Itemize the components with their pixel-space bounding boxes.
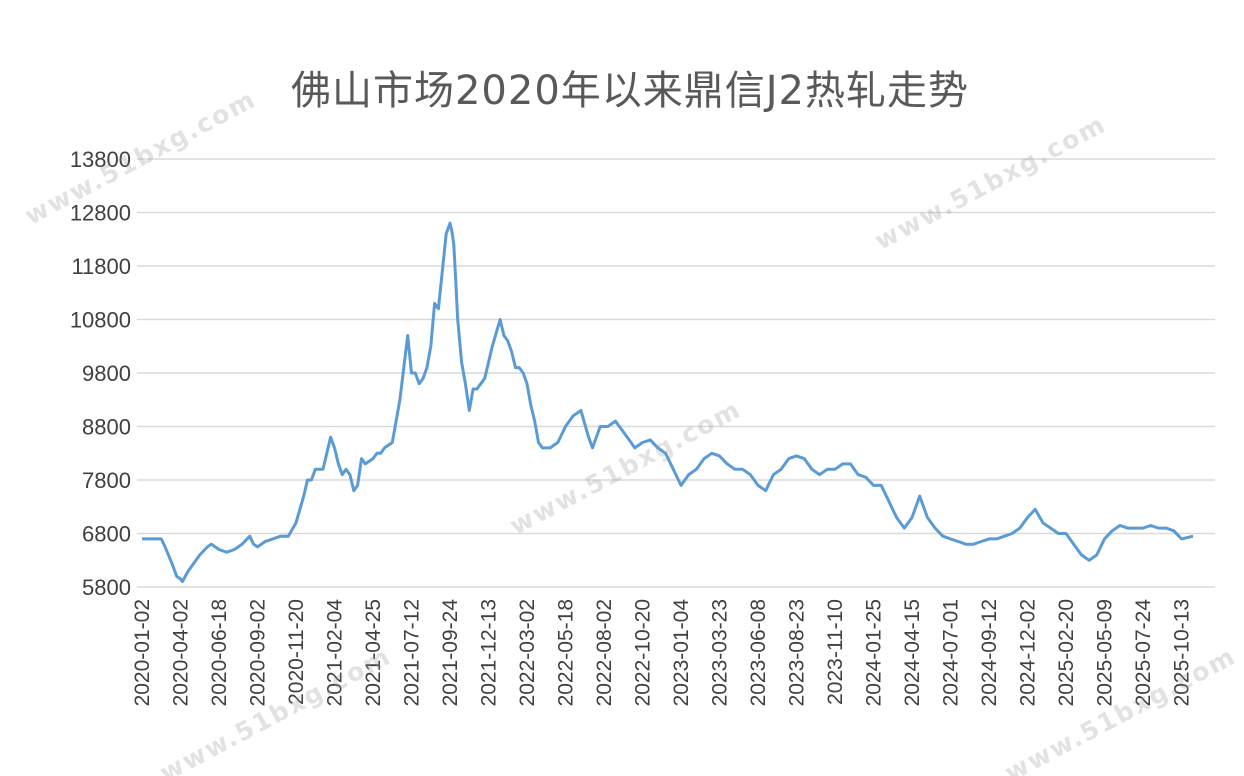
y-tick-label: 12800 xyxy=(70,201,131,226)
y-tick-label: 8800 xyxy=(82,415,131,440)
series-line xyxy=(142,221,1194,584)
y-tick-label: 5800 xyxy=(82,575,131,600)
x-tick-label: 2024-07-01 xyxy=(940,599,963,706)
x-tick-label: 2023-11-10 xyxy=(824,599,847,705)
x-tick-label: 2025-05-09 xyxy=(1094,599,1117,706)
x-tick-label: 2024-04-15 xyxy=(901,599,924,706)
x-tick-label: 2020-04-02 xyxy=(170,599,193,706)
x-tick-label: 2022-05-18 xyxy=(555,599,578,706)
x-tick-label: 2022-10-20 xyxy=(632,599,655,706)
x-tick-label: 2021-07-12 xyxy=(401,599,424,706)
y-tick-label: 6800 xyxy=(82,522,131,547)
y-tick-label: 11800 xyxy=(71,254,131,279)
x-tick-label: 2022-03-02 xyxy=(516,599,539,706)
x-tick-label: 2025-02-20 xyxy=(1055,599,1078,706)
x-tick-label: 2024-12-02 xyxy=(1017,599,1040,706)
x-tick-label: 2021-02-04 xyxy=(324,599,347,707)
x-tick-label: 2020-06-18 xyxy=(208,599,231,706)
x-tick-label: 2023-03-23 xyxy=(709,599,732,706)
x-tick-label: 2023-01-04 xyxy=(670,599,693,707)
x-tick-label: 2024-09-12 xyxy=(978,599,1001,706)
y-tick-label: 7800 xyxy=(82,468,131,493)
x-tick-label: 2021-12-13 xyxy=(478,599,501,706)
x-tick-label: 2024-01-25 xyxy=(863,599,886,706)
x-tick-label: 2022-08-02 xyxy=(593,599,616,706)
x-tick-label: 2023-06-08 xyxy=(747,599,770,706)
x-tick-label: 2025-07-24 xyxy=(1132,599,1155,707)
y-tick-label: 13800 xyxy=(70,147,131,172)
x-tick-label: 2020-11-20 xyxy=(285,599,308,705)
chart-title: 佛山市场2020年以来鼎信J2热轧走势 xyxy=(290,68,970,114)
y-tick-label: 10800 xyxy=(70,308,131,333)
y-tick-label: 9800 xyxy=(82,361,131,386)
x-tick-label: 2023-08-23 xyxy=(786,599,809,706)
x-tick-label: 2021-04-25 xyxy=(362,599,385,706)
x-tick-label: 2020-01-02 xyxy=(131,599,154,706)
x-tick-label: 2025-10-13 xyxy=(1171,599,1194,706)
x-tick-label: 2020-09-02 xyxy=(247,599,270,706)
x-tick-label: 2021-09-24 xyxy=(439,599,462,707)
